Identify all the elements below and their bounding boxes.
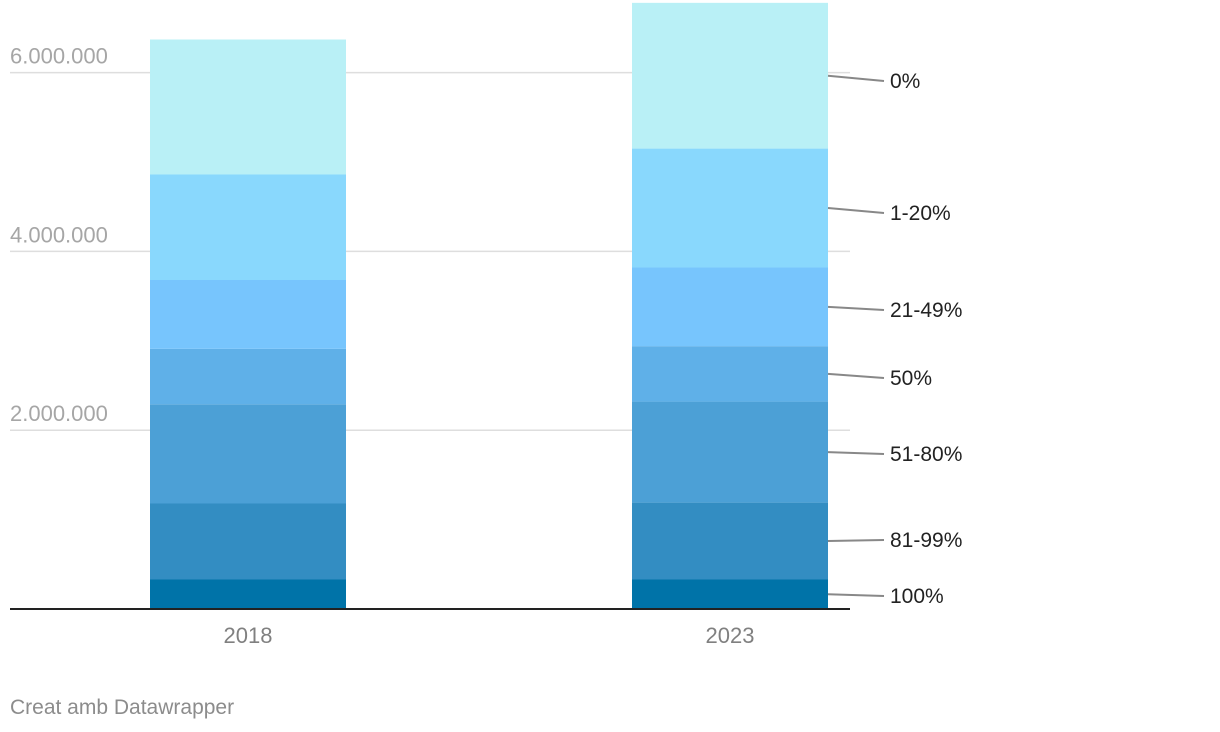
series-label: 1-20%	[890, 202, 951, 225]
bar-segment	[150, 503, 346, 580]
bar-segment	[150, 579, 346, 609]
label-leader-line	[827, 207, 885, 214]
bar-segment	[150, 174, 346, 280]
y-tick-label: 2.000.000	[10, 401, 108, 426]
bar-segment	[632, 267, 828, 347]
bar-segment	[632, 502, 828, 580]
series-label: 51-80%	[890, 443, 962, 466]
bar-segment	[150, 348, 346, 405]
label-leader-line	[827, 451, 885, 455]
x-tick-label: 2023	[706, 623, 755, 648]
series-label: 21-49%	[890, 299, 962, 322]
bar-segment	[150, 404, 346, 504]
label-leader-line	[827, 305, 885, 311]
label-leader-line	[827, 593, 885, 597]
series-label: 100%	[890, 585, 944, 608]
bar-segment	[632, 2, 828, 149]
bar-segment	[150, 279, 346, 349]
series-labels: 100% 81-99% 51-80% 50% 21-49% 1-20% 0%	[827, 70, 962, 608]
x-axis-labels: 2018 2023	[224, 623, 755, 648]
y-tick-label: 4.000.000	[10, 222, 108, 247]
series-label: 50%	[890, 367, 932, 390]
label-leader-line	[827, 372, 885, 379]
bars	[150, 2, 828, 609]
series-label: 81-99%	[890, 529, 962, 552]
bar-segment	[632, 346, 828, 402]
label-leader-line	[827, 74, 885, 82]
label-leader-line	[827, 539, 885, 543]
bar-segment	[632, 401, 828, 503]
bar-segment	[632, 579, 828, 609]
y-axis-ticks: 2.000.000 4.000.000 6.000.000	[10, 44, 108, 427]
bar-segment	[632, 148, 828, 268]
x-tick-label: 2018	[224, 623, 273, 648]
credit-text: Creat amb Datawrapper	[10, 696, 235, 719]
bar-segment	[150, 39, 346, 175]
series-label: 0%	[890, 70, 920, 93]
y-tick-label: 6.000.000	[10, 44, 108, 69]
